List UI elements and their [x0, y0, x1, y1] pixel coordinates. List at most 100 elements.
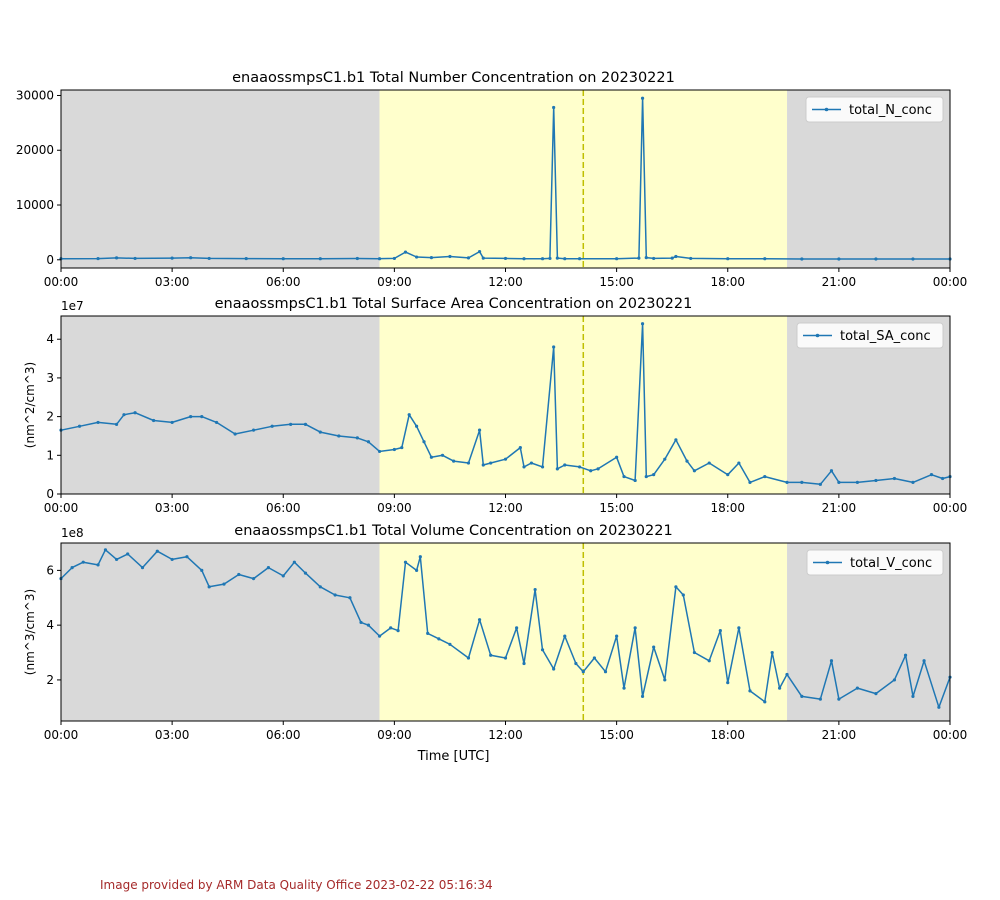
x-tick-label: 06:00: [266, 501, 301, 515]
y-tick-label: 2: [46, 673, 54, 687]
data-point: [477, 618, 482, 622]
data-point: [489, 461, 493, 465]
y-axis-label: (nm^3/cm^3): [23, 589, 37, 675]
data-point: [911, 694, 915, 698]
data-point: [763, 257, 767, 261]
x-tick-label: 03:00: [155, 728, 190, 742]
data-point: [707, 461, 711, 465]
data-point: [252, 428, 256, 432]
data-point: [415, 255, 419, 259]
data-point: [555, 467, 559, 471]
legend-box: [805, 96, 944, 123]
data-point: [270, 424, 274, 428]
data-point: [522, 661, 526, 666]
data-point: [214, 420, 219, 425]
data-point: [622, 686, 626, 690]
data-point: [503, 256, 508, 261]
data-point: [522, 257, 526, 261]
data-point: [392, 256, 396, 261]
data-point: [152, 418, 156, 423]
data-point: [266, 566, 271, 570]
data-point: [748, 480, 752, 484]
data-point: [437, 637, 441, 641]
data-point: [448, 642, 452, 646]
data-point: [552, 105, 556, 110]
data-point: [929, 473, 934, 477]
data-point: [581, 670, 585, 674]
y-tick-label: 4: [46, 332, 54, 346]
data-point: [829, 659, 834, 663]
legend-marker-swatch: [815, 333, 820, 338]
data-point: [400, 445, 404, 450]
y-tick-label: 0: [46, 487, 54, 501]
data-point: [200, 568, 204, 572]
legend-label: total_SA_conc: [840, 329, 931, 344]
data-point: [355, 256, 359, 261]
x-tick-label: 12:00: [488, 728, 523, 742]
data-point: [552, 667, 556, 671]
x-tick-label: 00:00: [44, 501, 79, 515]
data-point: [770, 650, 774, 655]
data-point: [126, 552, 130, 556]
data-point: [252, 577, 256, 581]
data-point: [466, 461, 471, 465]
data-point: [489, 653, 493, 657]
y-tick-label: 2: [46, 410, 54, 424]
data-point: [403, 560, 408, 564]
data-point: [70, 566, 74, 570]
night-shade-morning: [61, 90, 380, 268]
data-point: [533, 587, 537, 592]
data-point: [726, 473, 730, 477]
data-point: [874, 692, 878, 696]
data-point: [244, 256, 248, 261]
data-point: [355, 436, 359, 440]
data-point: [855, 686, 859, 690]
x-tick-label: 18:00: [710, 275, 745, 289]
data-point: [292, 560, 296, 564]
x-axis-label: Time [UTC]: [417, 749, 490, 764]
data-point: [615, 257, 619, 261]
data-point: [681, 593, 685, 597]
data-point: [233, 432, 237, 436]
data-point: [96, 420, 100, 425]
data-point: [633, 626, 637, 630]
data-point: [515, 626, 519, 630]
data-point: [422, 440, 426, 444]
data-point: [692, 469, 697, 473]
data-point: [303, 571, 308, 575]
data-point: [637, 256, 641, 260]
data-point: [937, 705, 941, 709]
data-point: [911, 257, 915, 261]
data-point: [574, 661, 578, 666]
data-point: [440, 453, 445, 457]
data-point: [563, 463, 567, 467]
daylight-shade: [379, 543, 788, 721]
data-point: [140, 566, 145, 570]
x-tick-label: 09:00: [377, 275, 412, 289]
data-point: [818, 697, 822, 701]
data-point: [170, 256, 174, 260]
data-point: [652, 473, 656, 477]
data-point: [689, 256, 693, 261]
data-point: [185, 555, 189, 559]
data-point: [615, 455, 619, 459]
y-tick-label: 6: [46, 563, 54, 577]
data-point: [333, 593, 337, 597]
data-point: [837, 480, 841, 484]
data-point: [674, 438, 678, 442]
data-point: [122, 413, 126, 417]
chart-panel-1: 00:00 03:00 06:00 09:00 12:00 15:00 18:00 21:00…: [16, 70, 967, 289]
data-point: [726, 681, 730, 685]
data-point: [800, 480, 804, 484]
data-point: [652, 256, 656, 261]
data-point: [170, 420, 174, 425]
data-point: [377, 449, 382, 454]
legend: total_V_conc: [806, 549, 944, 576]
data-point: [892, 476, 897, 481]
x-tick-label: 06:00: [266, 275, 301, 289]
data-point: [640, 322, 645, 326]
data-point: [540, 257, 545, 261]
data-point: [503, 457, 508, 461]
data-point: [426, 631, 430, 635]
data-point: [874, 257, 878, 261]
